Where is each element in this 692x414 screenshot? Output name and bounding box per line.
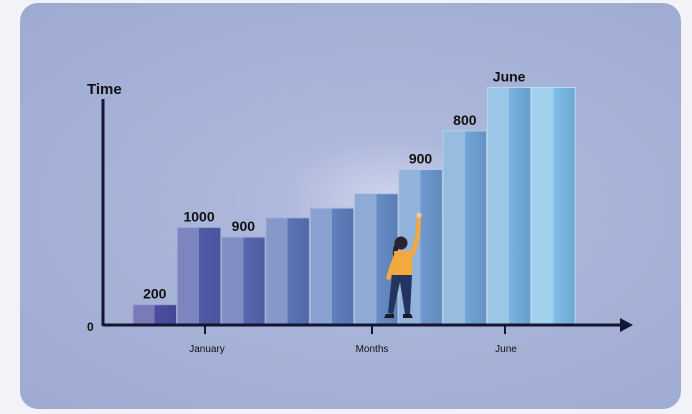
bar-label-8: 800 (453, 112, 477, 128)
bar-chart: 200 1000 900 900 800 June Time 0 January Mont… (87, 68, 633, 355)
person-illustration (384, 212, 422, 318)
bar-9 (486, 86, 532, 325)
bars-group (132, 86, 576, 325)
origin-label: 0 (87, 320, 94, 334)
bar-label-9: June (493, 68, 526, 84)
bar-1 (132, 304, 177, 325)
bar-labels-group: 200 1000 900 900 800 June (143, 68, 526, 301)
bar-4 (265, 217, 310, 325)
bar-2 (176, 226, 222, 325)
bar-label-2: 1000 (183, 208, 214, 224)
y-axis-label: Time (87, 81, 122, 98)
x-tick-label-january: January (189, 344, 225, 355)
bar-label-3: 900 (232, 218, 256, 234)
x-axis-label: Months (356, 344, 389, 355)
bar-label-7: 900 (409, 151, 433, 167)
x-tick-label-june: June (495, 344, 517, 355)
bar-8 (442, 130, 488, 325)
chart-card: 200 1000 900 900 800 June Time 0 January Mont… (20, 3, 681, 409)
bar-3 (221, 236, 266, 325)
bar-5 (309, 207, 355, 325)
x-axis-arrow (620, 318, 633, 332)
bar-label-1: 200 (143, 286, 167, 302)
bar-10 (531, 86, 576, 325)
